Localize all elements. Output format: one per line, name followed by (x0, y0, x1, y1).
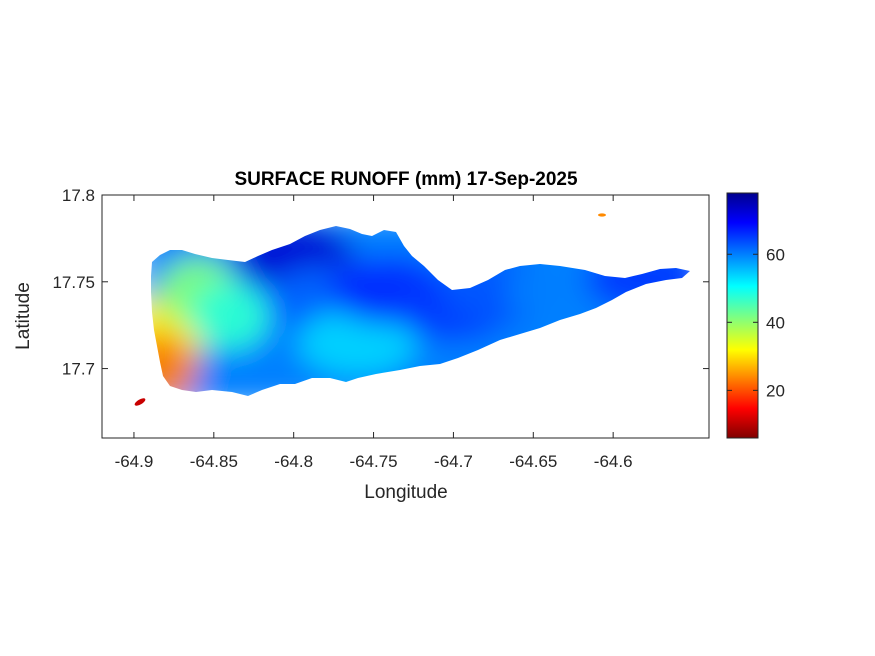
islet-northeast (598, 213, 606, 217)
y-axis-label: Latitude (13, 282, 34, 350)
colorbar-tick-label: 60 (766, 245, 785, 264)
x-axis-ticks: -64.9 -64.85 -64.8 -64.75 -64.7 -64.65 -64.6 (115, 195, 633, 471)
y-tick-label: 17.75 (52, 273, 95, 292)
x-tick-label: -64.65 (509, 452, 557, 471)
x-tick-label: -64.6 (594, 452, 633, 471)
chart-title: SURFACE RUNOFF (mm) 17-Sep-2025 (234, 169, 578, 190)
y-tick-label: 17.8 (62, 186, 95, 205)
x-axis-label: Longitude (364, 482, 447, 503)
colorbar-ticks: 20 40 60 (727, 245, 785, 400)
x-tick-label: -64.8 (274, 452, 313, 471)
x-tick-label: -64.9 (115, 452, 154, 471)
x-tick-label: -64.85 (190, 452, 238, 471)
x-tick-label: -64.7 (434, 452, 473, 471)
x-tick-label: -64.75 (349, 452, 397, 471)
colorbar-tick-label: 40 (766, 313, 785, 332)
colorbar (726, 192, 759, 439)
colorbar-tick-label: 20 (766, 381, 785, 400)
heat-region-7 (297, 308, 418, 377)
islet-southwest (134, 398, 146, 406)
y-axis-ticks: 17.7 17.75 17.8 (52, 186, 709, 379)
heat-region-4 (189, 282, 270, 351)
y-tick-label: 17.7 (62, 360, 95, 379)
